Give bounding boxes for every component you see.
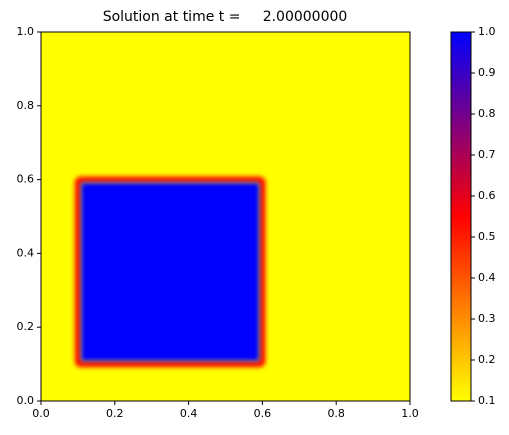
plot-frame [40,31,411,402]
x-tick-label: 0.6 [254,407,272,420]
y-tick-label: 0.6 [17,173,35,186]
region-edge [74,176,266,368]
x-tick-label: 0.2 [106,407,124,420]
y-tick-label: 0.0 [17,394,35,407]
y-tick-label: 0.8 [17,99,35,112]
colorbar-tick-label: 0.4 [478,271,496,284]
x-tick-label: 1.0 [401,407,419,420]
colorbar-tick-label: 0.8 [478,107,496,120]
colorbar-tick-label: 0.6 [478,189,496,202]
colorbar-tick-label: 0.2 [478,353,496,366]
colorbar-tick-label: 0.1 [478,394,496,407]
colorbar-tick-label: 1.0 [478,25,496,38]
colorbar-tick-label: 0.9 [478,66,496,79]
colorbar-tick-label: 0.5 [478,230,496,243]
x-tick-label: 0.4 [180,407,198,420]
y-tick-label: 1.0 [17,25,35,38]
x-tick-label: 0.0 [32,407,50,420]
colorbar-tick-label: 0.7 [478,148,496,161]
heatmap-region [80,182,260,362]
chart-title: Solution at time t = 2.00000000 [103,9,348,25]
y-tick-label: 0.4 [17,246,35,259]
y-tick-label: 0.2 [17,320,35,333]
colorbar-tick-label: 0.3 [478,312,496,325]
x-tick-label: 0.8 [327,407,345,420]
colorbar [450,31,472,402]
